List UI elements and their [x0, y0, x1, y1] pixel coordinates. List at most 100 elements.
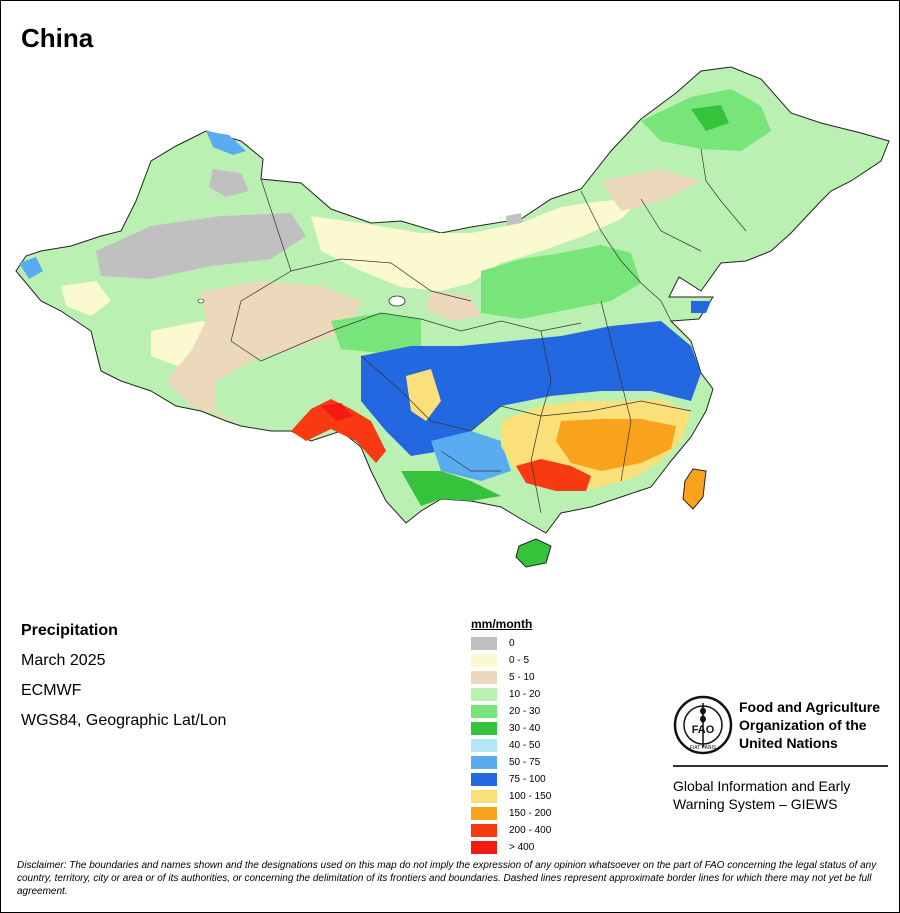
period-label: March 2025 [21, 652, 106, 669]
legend-title: mm/month [471, 617, 533, 631]
zone-tan-mid [426, 291, 481, 321]
legend-item: 0 [471, 635, 551, 652]
legend-label: 5 - 10 [509, 672, 535, 683]
zone-blue-xinjiang-edge [206, 131, 246, 155]
legend-label: 0 - 5 [509, 655, 530, 666]
legend-swatch [471, 773, 497, 786]
province-boundaries [230, 148, 747, 514]
legend-swatch [471, 824, 497, 837]
zone-orange-southeast [556, 419, 676, 471]
logo-ring-text: FIAT PANIS [690, 745, 717, 751]
legend-item: 75 - 100 [471, 771, 551, 788]
precipitation-map [15, 66, 890, 568]
legend-swatch [471, 739, 497, 752]
legend-label: 30 - 40 [509, 723, 541, 734]
zone-green-northeast-dark [691, 105, 729, 131]
legend-swatch [471, 637, 497, 650]
hainan-island [515, 538, 552, 568]
legend-item: 30 - 40 [471, 720, 551, 737]
qinghai-lake [388, 295, 406, 307]
zone-max-himalaya [321, 403, 353, 421]
province-boundary [420, 318, 582, 332]
giews-line2: Warning System – GIEWS [673, 796, 838, 812]
taiwan-island [682, 468, 707, 510]
legend-swatch [471, 841, 497, 854]
divider [673, 765, 888, 767]
zone-lightblue-south [431, 431, 511, 481]
province-boundary [290, 258, 472, 302]
zone-blue-coast [691, 301, 711, 313]
legend-item: 20 - 30 [471, 703, 551, 720]
source-label: ECMWF [21, 682, 82, 699]
zone-blue-west-edge [19, 257, 43, 279]
legend-item: > 400 [471, 839, 551, 856]
province-boundary [500, 400, 692, 417]
giews-label: Global Information and Early Warning Sys… [673, 777, 850, 813]
legend-swatch [471, 654, 497, 667]
projection-label: WGS84, Geographic Lat/Lon [21, 712, 227, 729]
map-title: China [21, 23, 94, 53]
legend-label: 10 - 20 [509, 689, 541, 700]
legend: mm/month 0 0 - 5 5 - 10 10 - 20 20 - 30 … [471, 617, 551, 856]
fao-name-line3: United Nations [739, 735, 838, 751]
legend-item: 5 - 10 [471, 669, 551, 686]
legend-label: 50 - 75 [509, 757, 541, 768]
province-boundary [700, 148, 747, 232]
zone-red-himalaya [291, 399, 386, 463]
legend-label: 150 - 200 [509, 808, 552, 819]
province-boundary [440, 450, 501, 472]
zone-green-yunnan [401, 471, 501, 506]
legend-item: 40 - 50 [471, 737, 551, 754]
province-boundary [640, 282, 672, 322]
legend-item: 50 - 75 [471, 754, 551, 771]
precipitation-zones [19, 89, 771, 506]
province-boundary [360, 355, 502, 432]
province-boundary [640, 198, 702, 252]
legend-label: 75 - 100 [509, 774, 546, 785]
legend-item: 100 - 150 [471, 788, 551, 805]
legend-swatch [471, 722, 497, 735]
logo-text: FAO [692, 724, 715, 736]
zone-blue-central [361, 321, 701, 456]
legend-label: 0 [509, 638, 515, 649]
province-boundary [530, 330, 552, 514]
legend-item: 10 - 20 [471, 686, 551, 703]
variable-label: Precipitation [21, 622, 118, 639]
legend-swatch [471, 756, 497, 769]
lake-small [197, 298, 205, 304]
zone-yellow-sichuan [406, 369, 441, 421]
zone-dry-west [61, 281, 111, 316]
legend-label: 20 - 30 [509, 706, 541, 717]
zone-red-southeast [516, 459, 591, 491]
zone-green-north-china [481, 245, 641, 319]
province-boundary [580, 190, 642, 284]
zone-bare-tarim [96, 213, 306, 279]
legend-label: 200 - 400 [509, 825, 552, 836]
province-boundary [230, 178, 422, 362]
legend-item: 150 - 200 [471, 805, 551, 822]
legend-label: 40 - 50 [509, 740, 541, 751]
legend-swatch [471, 688, 497, 701]
legend-swatch [471, 790, 497, 803]
legend-item: 0 - 5 [471, 652, 551, 669]
fao-logo-icon: FAO FIAT PANIS [673, 695, 733, 755]
legend-item: 200 - 400 [471, 822, 551, 839]
province-boundary [600, 300, 632, 482]
map-metadata: Precipitation March 2025 ECMWF WGS84, Ge… [21, 621, 226, 741]
legend-swatch [471, 671, 497, 684]
legend-swatch [471, 705, 497, 718]
legend-swatch [471, 807, 497, 820]
zone-dry-north [311, 199, 641, 291]
giews-line1: Global Information and Early [673, 778, 851, 794]
fao-name: Food and Agriculture Organization of the… [739, 698, 880, 752]
zone-tan-inner-mongolia [601, 169, 701, 211]
fao-name-line1: Food and Agriculture [739, 699, 881, 715]
zone-bare-junggar [209, 169, 249, 197]
legend-label: 100 - 150 [509, 791, 552, 802]
lakes [197, 295, 406, 307]
disclaimer-text: Disclaimer: The boundaries and names sho… [17, 860, 877, 897]
zone-tan-tibet [166, 281, 361, 423]
fao-name-line2: Organization of the [739, 717, 867, 733]
legend-label: > 400 [509, 842, 535, 853]
